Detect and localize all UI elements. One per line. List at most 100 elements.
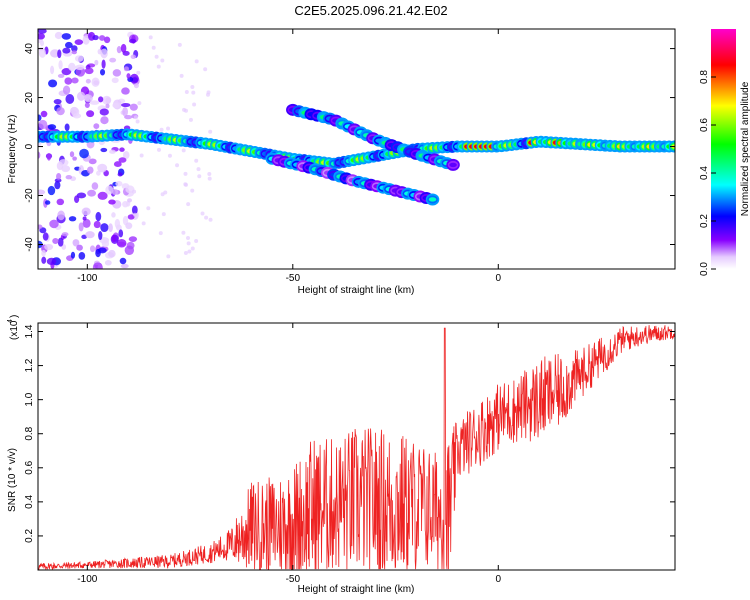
heat-blob [85,231,95,239]
y-tick-label: 1.0 [24,392,35,406]
snr-frame [37,322,676,571]
heat-blob [71,50,77,55]
heat-blob [62,47,71,54]
y-tick-label: -20 [24,188,35,203]
heat-blob [194,59,199,64]
heat-blob [112,102,120,109]
heat-blob [52,237,59,245]
heat-blob [184,89,189,94]
heat-blob [64,123,70,132]
heat-blob [98,96,104,103]
heat-blob [104,260,112,266]
snr-x-label: Height of straight line (km) [298,584,415,595]
heat-blob [88,158,97,165]
heat-blob [117,172,123,177]
heat-blob [449,162,457,168]
heat-blob [85,78,91,84]
heat-blob [40,110,48,118]
snr-y-scale: (x10 4 ) [7,315,20,340]
y-tick-label: 20 [24,92,35,104]
heat-blob [68,62,76,72]
heat-blob [183,250,188,255]
heat-blob [74,55,84,62]
heat-blob [49,219,59,229]
heat-blob [82,218,91,228]
heat-blob [181,230,186,235]
heat-blob [93,123,100,129]
colorbar-label: Normalized spectral amplitude [740,81,750,216]
heat-blob [79,148,89,159]
heat-blob [70,251,76,259]
heat-blob [41,256,47,264]
heat-blob [61,33,72,40]
heat-blob [56,198,65,206]
x-tick-label: -50 [286,273,301,284]
snr-series-line [37,325,676,571]
heat-blob [100,116,109,125]
colorbar-tick-label: 0.0 [699,262,710,276]
heat-blob [99,35,106,41]
heat-blob [111,212,116,218]
heat-blob [203,67,208,72]
heat-blob [71,77,79,84]
heat-blob [188,117,193,122]
heat-blob [47,185,56,196]
heat-blob [99,108,109,116]
heat-blob [38,114,42,122]
heat-blob [97,263,103,269]
heat-blob [118,229,124,238]
heat-blob [101,239,110,248]
x-tick-label: -100 [77,574,97,585]
heat-blob [177,42,182,47]
heat-blob [71,45,78,52]
heat-blob [84,94,93,103]
heat-blob [133,115,138,120]
heat-blob [89,100,100,105]
heat-blob [42,232,49,241]
heat-blob [179,73,184,78]
heat-blob [206,90,211,95]
heat-blob [159,127,164,132]
heat-blob [121,102,131,108]
heat-blob [103,36,111,44]
heat-blob [56,172,62,180]
heat-blob [46,257,57,266]
heat-blob [127,198,133,203]
heat-blob [166,254,171,259]
y-tick-label: 0 [24,143,35,149]
heat-blob [167,153,172,158]
heat-blob [175,163,180,168]
heat-blob [120,263,129,269]
heat-blob [84,67,94,75]
heat-blob [127,214,135,220]
heat-blob [97,163,108,173]
heat-blob [47,124,57,130]
heat-blob [120,43,127,53]
heat-blob [76,244,83,251]
heat-blob [111,234,116,243]
heat-blob [72,239,80,247]
y-tick-label: 1.4 [24,324,35,338]
heat-blob [154,54,159,59]
heat-blob [137,101,142,106]
heat-blob [86,110,95,118]
heat-blob [69,151,75,158]
heat-blob [58,60,63,70]
colorbar: 0.0 0.2 0.4 0.6 0.8 Normalized spectral ampl… [699,29,750,276]
heat-blob [72,113,82,119]
heat-blob [148,35,153,40]
snr-x-ticks: -100 -50 0 [77,323,502,585]
heat-blob [114,218,121,229]
heat-blob [181,148,186,153]
heat-blob [108,249,116,258]
heat-blob [87,189,96,197]
heat-blob [122,151,130,159]
heat-blob [61,244,67,250]
heat-blob [132,189,137,194]
heat-blob [81,207,91,216]
heat-blob [57,49,62,59]
heat-blob [41,249,46,257]
colorbar-tick-label: 0.6 [699,118,710,132]
x-tick-label: -50 [286,574,301,585]
heat-blob [139,153,144,158]
